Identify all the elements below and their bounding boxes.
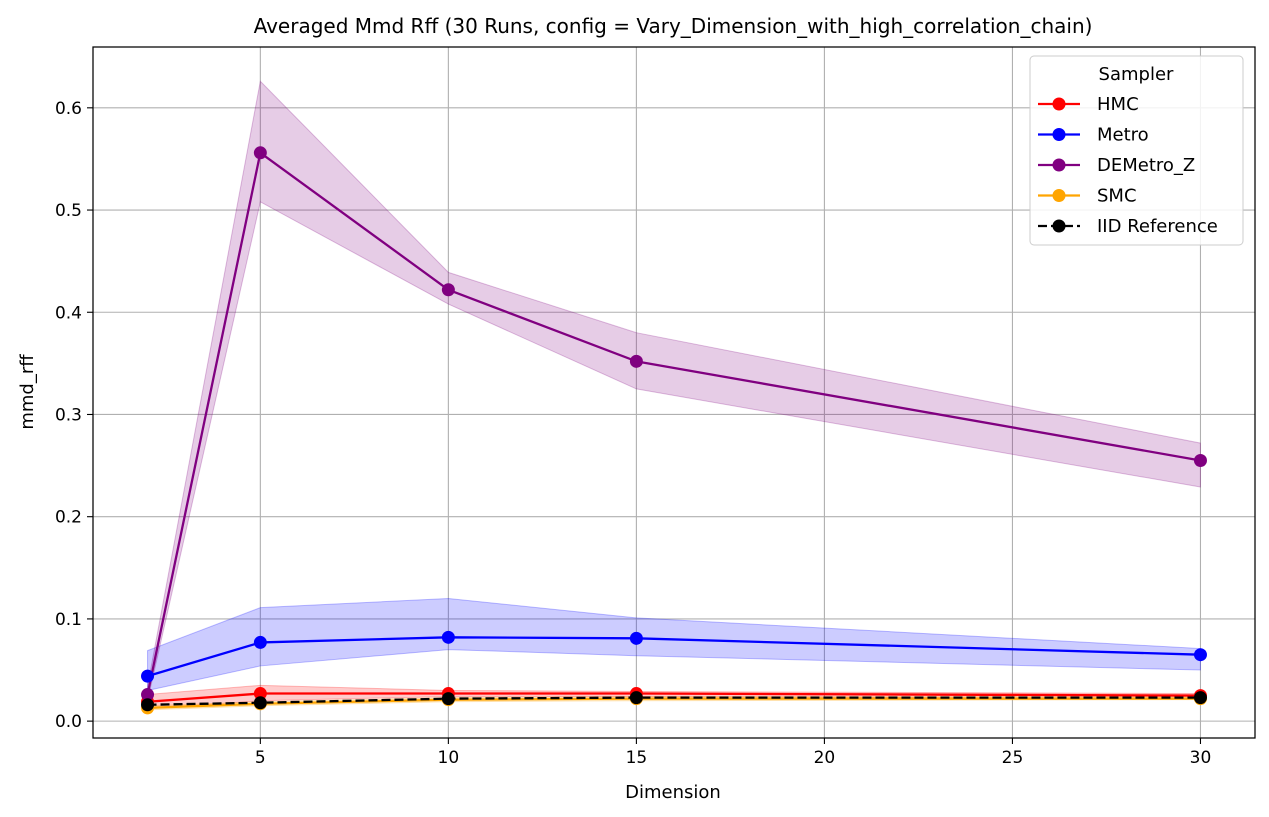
y-tick-label: 0.5 [55,201,82,221]
x-tick-label: 30 [1190,748,1212,768]
metro-point [441,630,455,644]
chart-title: Averaged Mmd Rff (30 Runs, config = Vary… [254,14,1093,38]
metro-point [1193,648,1207,662]
x-tick-label: 15 [626,748,648,768]
demetro-z-point [441,283,455,297]
grid-layer [93,47,1255,738]
metro-band [147,597,1201,692]
demetro-z-point [1193,453,1207,467]
metro-point [629,631,643,645]
hmc-point [253,687,267,701]
plot-frame [92,46,1256,739]
y-axis: 0.0 0.1 0.2 0.3 0.4 0.5 0.6 [55,99,93,732]
x-tick-label: 20 [814,748,836,768]
y-axis-label: mmd_rff [17,354,38,430]
iid-reference-point [629,691,643,705]
demetro-z-band [147,80,1201,701]
series-markers [141,146,1207,715]
iid-reference-point [1193,691,1207,705]
legend-marker-metro [1052,128,1066,141]
legend-items: HMC Metro DEMetro_Z SMC IID Reference [1038,94,1218,237]
demetro-z-point [141,688,155,702]
metro-point [253,635,267,649]
iid-reference-point [441,692,455,706]
legend-marker-hmc [1052,97,1066,111]
legend-label-smc: SMC [1097,186,1137,207]
legend-marker-demetro-z [1052,158,1066,172]
y-tick-label: 0.3 [55,405,82,425]
legend-label-demetro-z: DEMetro_Z [1097,155,1195,176]
demetro-z-point [629,354,643,368]
legend: Sampler HMC Metro DEMetro_Z SMC IID Referenc… [1029,55,1244,246]
y-tick-label: 0.4 [55,303,82,323]
y-tick-label: 0.2 [55,508,82,528]
x-axis: 5 10 15 20 25 30 [255,738,1211,768]
legend-box [1029,55,1244,246]
legend-marker-smc [1052,189,1066,202]
legend-label-metro: Metro [1097,125,1149,146]
y-tick-label: 0.0 [55,712,82,732]
iid-reference-point [253,696,267,710]
y-tick-label: 0.1 [55,610,82,630]
x-axis-label: Dimension [625,782,721,803]
metro-point [141,669,155,683]
legend-label-hmc: HMC [1097,94,1139,115]
legend-title: Sampler [1099,64,1174,85]
x-tick-label: 25 [1002,748,1024,768]
x-tick-label: 10 [438,748,460,768]
x-tick-label: 5 [255,748,266,768]
demetro-z-point [253,146,267,160]
legend-label-iid-reference: IID Reference [1097,216,1218,237]
iid-reference-point [141,698,155,712]
y-tick-label: 0.6 [55,99,82,119]
legend-marker-iid-reference [1052,219,1066,233]
